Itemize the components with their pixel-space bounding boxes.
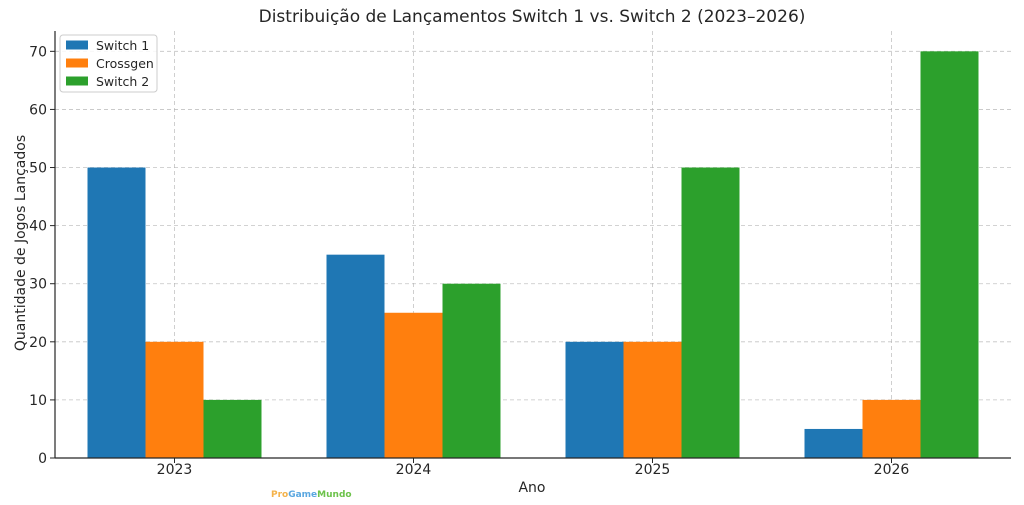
x-tick-label: 2026 [874, 462, 910, 478]
y-tick-label: 50 [29, 161, 47, 177]
bar-switch-1-2026 [804, 428, 863, 458]
legend-swatch [66, 40, 88, 50]
bar-switch-1-2024 [326, 254, 385, 458]
y-tick-label: 70 [29, 44, 47, 60]
axes [54, 31, 1011, 459]
y-tick-label: 60 [29, 102, 47, 118]
y-tick-label: 20 [29, 335, 47, 351]
bar-crossgen-2025 [623, 341, 682, 458]
chart-title: Distribuição de Lançamentos Switch 1 vs.… [259, 7, 806, 27]
legend-label: Switch 1 [96, 38, 149, 53]
x-tick-label: 2023 [157, 462, 193, 478]
watermark-mundo: Mundo [317, 490, 352, 500]
bar-crossgen-2023 [145, 341, 204, 458]
bar-switch-2-2025 [681, 167, 740, 458]
legend-label: Crossgen [96, 56, 154, 71]
y-axis-label: Quantidade de Jogos Lançados [13, 135, 29, 351]
y-tick-label: 40 [29, 219, 47, 235]
legend-swatch [66, 58, 88, 68]
y-tick-label: 30 [29, 277, 47, 293]
bar-crossgen-2026 [862, 399, 921, 458]
watermark-pro: Pro [271, 490, 289, 500]
bar-switch-2-2023 [203, 399, 262, 458]
legend-swatch [66, 76, 88, 86]
y-tick-label: 0 [38, 451, 47, 467]
bar-switch-1-2025 [565, 341, 624, 458]
bar-switch-1-2023 [87, 167, 146, 458]
bars [87, 51, 979, 458]
x-tick-label: 2025 [635, 462, 671, 478]
bar-crossgen-2024 [384, 312, 443, 458]
bar-switch-2-2026 [920, 51, 979, 458]
y-tick-label: 10 [29, 393, 47, 409]
x-axis-label: Ano [518, 480, 545, 496]
watermark-game: Game [288, 490, 318, 500]
bar-switch-2-2024 [442, 283, 501, 458]
tick-labels: 0 10 20 30 40 50 60 70 2023 2024 2025 2026 [29, 44, 909, 478]
legend-label: Switch 2 [96, 74, 149, 89]
legend: Switch 1 Crossgen Switch 2 [59, 34, 158, 93]
watermark-logo: ProGameMundo [271, 490, 352, 500]
x-tick-label: 2024 [396, 462, 432, 478]
